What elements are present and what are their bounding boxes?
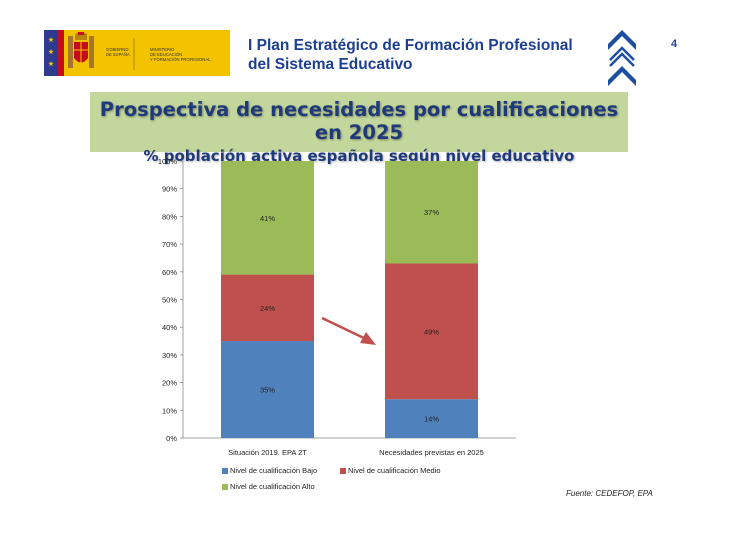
legend-item-alto: Nivel de cualificación Alto bbox=[222, 482, 315, 491]
bar-segment-situacion-2019-1 bbox=[221, 274, 314, 342]
y-tick-label: 60% bbox=[162, 268, 177, 277]
y-tick-label: 20% bbox=[162, 379, 177, 388]
svg-text:★: ★ bbox=[48, 48, 54, 56]
trend-arrow-head-icon bbox=[360, 332, 376, 345]
y-tick-label: 80% bbox=[162, 212, 177, 221]
bar-segment-necesidades-2025-1 bbox=[385, 263, 478, 400]
legend-label-alto: Nivel de cualificación Alto bbox=[230, 482, 315, 491]
svg-text:★: ★ bbox=[48, 60, 54, 68]
header-title-line-1: I Plan Estratégico de Formación Profesio… bbox=[248, 37, 573, 54]
y-tick-label: 40% bbox=[162, 323, 177, 332]
legend-swatch-bajo bbox=[222, 468, 228, 474]
y-tick-label: 30% bbox=[162, 351, 177, 360]
flag-red-band bbox=[58, 30, 64, 76]
page-number: 4 bbox=[671, 38, 678, 50]
y-tick-label: 10% bbox=[162, 406, 177, 415]
banner-subtitle: % población activa española según nivel … bbox=[143, 147, 575, 165]
ministry-line-1: MINISTERIO bbox=[150, 47, 175, 52]
gov-line-2: DE ESPAÑA bbox=[106, 52, 130, 57]
data-label: 37% bbox=[424, 208, 439, 217]
coat-of-arms-icon bbox=[68, 32, 94, 68]
header-title-line-2: del Sistema Educativo bbox=[248, 56, 413, 73]
title-banner: Prospectiva de necesidades por cualifica… bbox=[90, 92, 628, 165]
ministry-label: MINISTERIO DE EDUCACIÓN Y FORMACIÓN PROF… bbox=[150, 47, 210, 62]
legend-label-bajo: Nivel de cualificación Bajo bbox=[230, 466, 318, 475]
x-category-label: Necesidades previstas en 2025 bbox=[379, 448, 484, 457]
banner-title: Prospectiva de necesidades por cualifica… bbox=[99, 98, 619, 144]
data-label: 24% bbox=[260, 304, 275, 313]
legend-item-medio: Nivel de cualificación Medio bbox=[340, 466, 441, 475]
data-label: 41% bbox=[260, 214, 275, 223]
svg-text:★: ★ bbox=[48, 36, 54, 44]
ministry-line-2: DE EDUCACIÓN bbox=[150, 52, 183, 57]
data-label: 14% bbox=[424, 415, 439, 424]
data-label: 35% bbox=[260, 386, 275, 395]
bar-segment-situacion-2019-2 bbox=[221, 161, 314, 275]
data-label: 49% bbox=[424, 327, 439, 336]
chevrons-logo-icon bbox=[604, 26, 640, 88]
header-title: I Plan Estratégico de Formación Profesio… bbox=[248, 36, 578, 74]
y-tick-label: 90% bbox=[162, 185, 177, 194]
y-tick-label: 0% bbox=[166, 434, 177, 443]
legend-swatch-alto bbox=[222, 484, 228, 490]
legend-item-bajo: Nivel de cualificación Bajo bbox=[222, 466, 317, 475]
eu-flag-strip bbox=[44, 30, 58, 76]
x-category-label: Situación 2019. EPA 2T bbox=[228, 448, 307, 457]
trend-arrow-shaft bbox=[321, 316, 369, 342]
bar-segment-necesidades-2025-2 bbox=[385, 161, 478, 264]
y-tick-label: 50% bbox=[162, 296, 177, 305]
source-note: Fuente: CEDEFOP, EPA bbox=[566, 489, 653, 498]
legend-swatch-medio bbox=[340, 468, 346, 474]
gov-label: GOBIERNO DE ESPAÑA bbox=[106, 47, 130, 57]
bar-segment-situacion-2019-0 bbox=[221, 341, 314, 438]
gov-line-1: GOBIERNO bbox=[106, 47, 129, 52]
y-tick-label: 100% bbox=[158, 157, 178, 166]
bar-segment-necesidades-2025-0 bbox=[385, 399, 478, 438]
y-tick-label: 70% bbox=[162, 240, 177, 249]
government-logo: ★ ★ ★ bbox=[40, 30, 230, 76]
legend-label-medio: Nivel de cualificación Medio bbox=[348, 466, 441, 475]
ministry-line-3: Y FORMACIÓN PROFESIONAL bbox=[150, 57, 211, 62]
